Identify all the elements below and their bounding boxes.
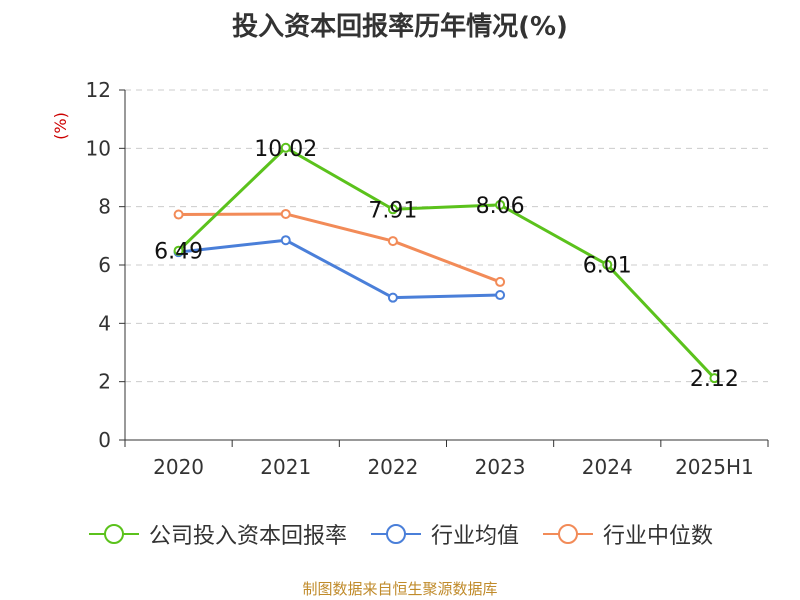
data-point <box>495 276 506 287</box>
legend-marker-icon <box>370 524 421 544</box>
series-line-1 <box>178 238 501 300</box>
data-point <box>173 245 184 256</box>
data-point <box>387 292 398 303</box>
series-line-0 <box>177 146 716 380</box>
y-axis-label: (%) <box>51 112 70 140</box>
data-point <box>495 199 506 210</box>
data-point <box>495 290 506 301</box>
data-label: 10.02 <box>254 137 317 162</box>
y-tick-label: 8 <box>98 195 111 219</box>
legend-item[interactable]: 行业中位数 <box>541 518 713 550</box>
data-point <box>173 209 184 220</box>
data-label: 8.06 <box>476 194 525 219</box>
legend-marker-icon <box>543 524 593 544</box>
legend-marker-icon <box>88 524 139 544</box>
legend-label: 行业中位数 <box>603 524 714 549</box>
x-tick-label: 2020 <box>153 455 204 479</box>
legend-item[interactable]: 公司投入资本回报率 <box>87 518 347 550</box>
legend: 公司投入资本回报率 行业均值 行业中位数 <box>0 518 800 550</box>
y-tick-label: 12 <box>86 78 111 102</box>
data-point <box>280 235 291 246</box>
data-point <box>280 142 291 153</box>
x-tick-label: 2025H1 <box>675 455 754 479</box>
data-label: 6.49 <box>154 240 203 265</box>
data-label: 2.12 <box>690 367 739 392</box>
data-point <box>602 259 613 270</box>
chart-title: 投入资本回报率历年情况(%) <box>232 12 568 42</box>
series-line-2 <box>178 212 501 284</box>
data-label: 7.91 <box>368 198 417 223</box>
y-tick-label: 4 <box>98 311 111 335</box>
source-footer: 制图数据来自恒生聚源数据库 <box>302 580 498 598</box>
chart-plot: 0 2 4 6 8 10 12 (%) 2020 2021 2022 2023 2024 2025H1 6… <box>51 78 769 479</box>
data-point <box>709 373 720 384</box>
legend-label: 公司投入资本回报率 <box>148 524 347 549</box>
y-tick-label: 10 <box>86 136 111 160</box>
legend-label: 行业均值 <box>430 524 519 549</box>
data-point <box>387 236 398 247</box>
data-point <box>387 204 398 215</box>
x-tick-label: 2022 <box>367 455 418 479</box>
data-label: 6.01 <box>583 254 632 279</box>
y-tick-label: 6 <box>98 253 111 277</box>
x-tick-label: 2021 <box>260 455 311 479</box>
x-tick-label: 2024 <box>582 455 633 479</box>
data-point <box>280 208 291 219</box>
y-tick-label: 2 <box>98 370 111 394</box>
x-tick-label: 2023 <box>475 455 526 479</box>
y-tick-label: 0 <box>98 428 111 452</box>
legend-item[interactable]: 行业均值 <box>369 518 519 550</box>
